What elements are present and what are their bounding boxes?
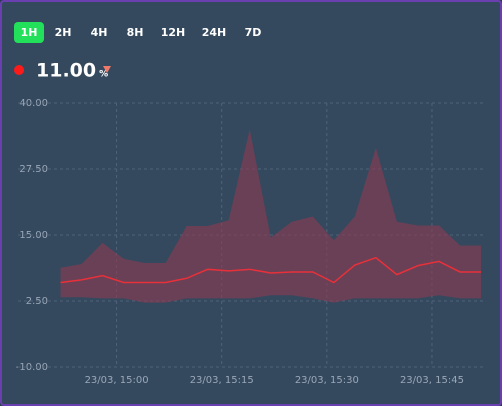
x-tick-label: 23/03, 15:15: [190, 375, 254, 386]
range-band: [60, 129, 482, 303]
line: [60, 256, 481, 284]
range-button[interactable]: 4H: [91, 26, 108, 39]
range-button[interactable]: 24H: [202, 26, 227, 39]
unit: %: [99, 70, 108, 80]
y-tick-label: 15.00: [19, 230, 48, 241]
range-button[interactable]: 8H: [127, 26, 144, 39]
range-button[interactable]: 1H: [21, 26, 38, 39]
range-button[interactable]: 2H: [55, 26, 72, 39]
trend-arrow: [103, 66, 111, 73]
current-value: 11.00: [36, 60, 96, 82]
range-button[interactable]: 7D: [245, 26, 262, 39]
range-button-bg[interactable]: [14, 22, 44, 43]
x-tick-label: 23/03, 15:30: [295, 375, 359, 386]
range-button[interactable]: 12H: [161, 26, 186, 39]
status-dot: [14, 65, 24, 75]
x-tick-label: 23/03, 15:45: [400, 375, 464, 386]
x-tick-label: 23/03, 15:00: [85, 375, 149, 386]
y-tick-label: 40.00: [19, 98, 48, 109]
y-tick-label: 27.50: [19, 164, 48, 175]
